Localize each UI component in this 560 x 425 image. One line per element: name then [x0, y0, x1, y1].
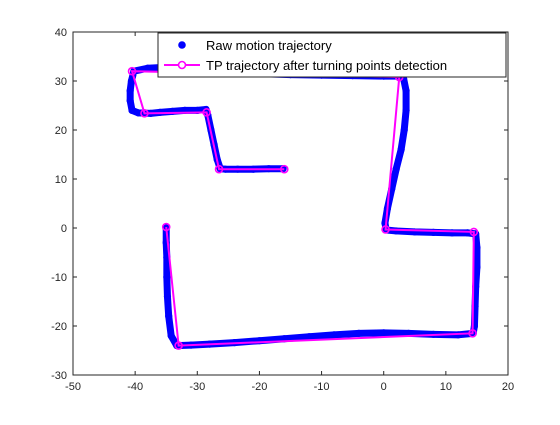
raw-point-16 — [134, 109, 142, 117]
y-tick-label-4: 10 — [55, 174, 67, 186]
raw-point-33 — [402, 87, 410, 95]
raw-point-68 — [165, 312, 173, 320]
raw-point-58 — [355, 329, 363, 337]
raw-point-37 — [392, 165, 400, 173]
raw-point-57 — [380, 329, 388, 337]
turning-point-2 — [202, 108, 211, 117]
raw-point-60 — [305, 333, 313, 341]
raw-point-42 — [392, 227, 400, 235]
data-layer — [126, 63, 481, 350]
axes: -50 -40 -30 -20 -10 0 10 20 -30 -20 -10 0 10 20 30 40 — [51, 27, 514, 393]
x-tick-label-3: -20 — [251, 381, 267, 393]
turning-point-3 — [140, 109, 149, 118]
series-0 — [126, 63, 481, 350]
raw-point-22 — [143, 64, 152, 72]
x-tick-label-5: 0 — [381, 381, 387, 393]
axes-box — [72, 31, 509, 376]
raw-point-48 — [473, 244, 481, 252]
x-tick-label-7: 20 — [502, 381, 514, 393]
x-tick-label-0: -50 — [65, 381, 81, 393]
x-tick-label-1: -40 — [127, 381, 143, 393]
raw-point-49 — [473, 263, 481, 271]
turning-point-7 — [469, 227, 479, 237]
legend: Raw motion trajectory TP trajectory after… — [157, 32, 507, 78]
tp-trajectory-line — [130, 70, 475, 347]
raw-point-36 — [397, 146, 405, 154]
raw-point-34 — [402, 106, 410, 114]
raw-point-59 — [330, 331, 338, 339]
raw-point-70 — [163, 273, 171, 281]
y-tick-label-7: 40 — [55, 27, 67, 39]
legend-label-0: Raw motion trajectory — [206, 38, 332, 53]
y-tick-label-5: 20 — [55, 125, 67, 137]
x-tick-label-2: -30 — [189, 381, 205, 393]
legend-marker-0 — [178, 41, 186, 49]
turning-point-8 — [468, 329, 477, 338]
y-tick-label-6: 30 — [55, 76, 67, 88]
legend-box — [157, 32, 507, 78]
raw-point-67 — [167, 332, 175, 340]
legend-label-1: TP trajectory after turning points detec… — [206, 58, 447, 73]
raw-point-20 — [127, 77, 136, 85]
legend-marker-1 — [177, 60, 187, 70]
raw-point-69 — [163, 293, 172, 301]
raw-point-35 — [400, 126, 408, 134]
turning-point-4 — [127, 66, 137, 76]
y-tick-label-1: -20 — [51, 321, 67, 333]
turning-point-9 — [174, 341, 183, 350]
raw-point-19 — [126, 87, 134, 95]
raw-point-18 — [126, 97, 134, 105]
y-tick-label-0: -30 — [51, 370, 67, 382]
turning-point-10 — [161, 222, 171, 232]
y-tick-label-2: -10 — [51, 272, 67, 284]
turning-point-0 — [279, 164, 289, 174]
x-tick-label-6: 10 — [440, 381, 452, 393]
turning-point-6 — [381, 225, 390, 234]
x-tick-label-4: -10 — [314, 381, 330, 393]
y-tick-label-3: 0 — [61, 223, 67, 235]
raw-point-17 — [128, 106, 136, 114]
turning-point-1 — [214, 164, 224, 174]
